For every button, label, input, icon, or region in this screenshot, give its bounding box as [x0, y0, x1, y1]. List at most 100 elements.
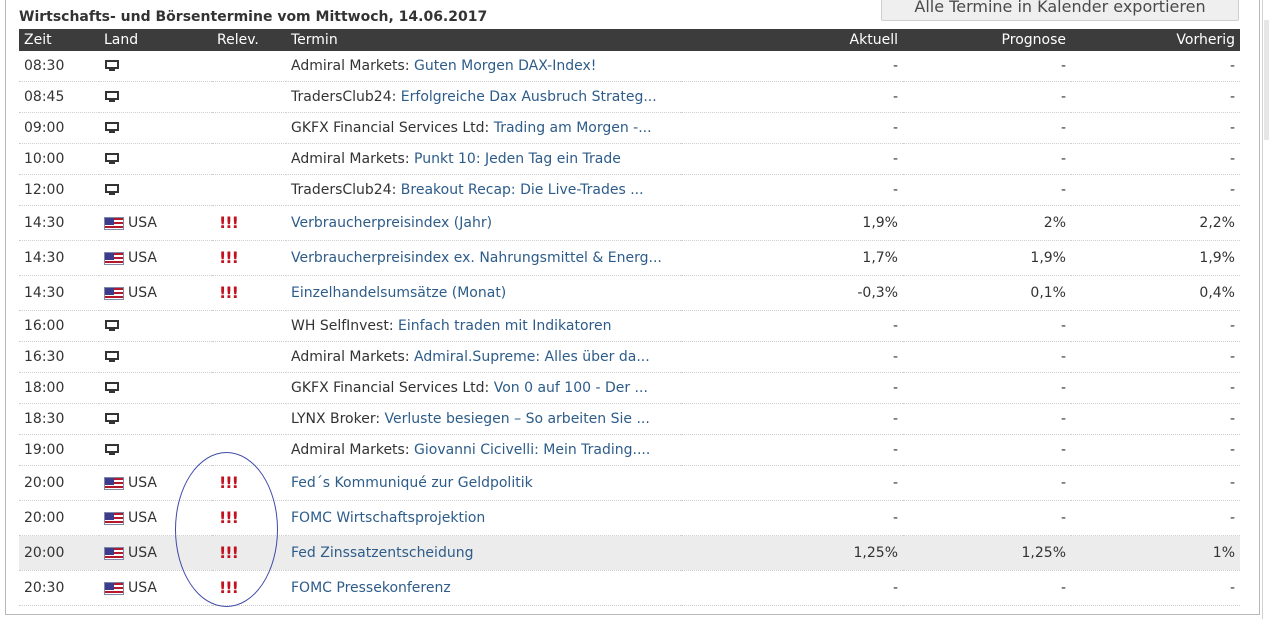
- cell-vorherig: 1%: [1071, 535, 1240, 571]
- event-link[interactable]: Verbraucherpreisindex (Jahr): [291, 215, 493, 231]
- scrollbar[interactable]: [1262, 0, 1270, 619]
- column-header-aktuell[interactable]: Aktuell: [681, 29, 903, 51]
- event-link[interactable]: Einzelhandelsumsätze (Monat): [291, 285, 507, 301]
- table-row[interactable]: 16:30 Admiral Markets: Admiral.Supreme: A…: [19, 341, 1240, 373]
- cell-vorherig: -: [1071, 500, 1240, 536]
- cell-relevance: [212, 143, 286, 175]
- cell-termin: FOMC Wirtschaftsprojektion: [286, 500, 681, 536]
- column-header-vorherig[interactable]: Vorherig: [1071, 29, 1240, 51]
- cell-land: USA: [99, 240, 212, 276]
- event-link[interactable]: Giovanni Cicivelli: Mein Trading....: [414, 442, 651, 458]
- event-link[interactable]: FOMC Wirtschaftsprojektion: [291, 510, 486, 526]
- event-link[interactable]: Verluste besiegen – So arbeiten Sie ...: [384, 411, 650, 427]
- cell-zeit: 09:00: [19, 112, 99, 144]
- cell-relevance: [212, 51, 286, 82]
- event-link[interactable]: Fed Zinssatzentscheidung: [291, 545, 474, 561]
- us-flag-icon: [104, 251, 124, 265]
- column-header-relevance[interactable]: Relev.: [212, 29, 286, 51]
- cell-aktuell: -: [681, 341, 903, 373]
- cell-termin: Fed´s Kommuniqué zur Geldpolitik: [286, 465, 681, 501]
- cell-termin: Fed Zinssatzentscheidung: [286, 535, 681, 571]
- cell-aktuell: -: [681, 143, 903, 175]
- cell-land: [99, 372, 212, 404]
- cell-relevance: !!!: [212, 240, 286, 276]
- computer-icon: [105, 60, 119, 72]
- cell-aktuell: -: [681, 434, 903, 466]
- table-row[interactable]: 20:00 USA!!! Fed´s Kommuniqué zur Geldpoli…: [19, 465, 1240, 501]
- computer-icon: [105, 122, 119, 134]
- cell-prognose: -: [903, 143, 1071, 175]
- table-row[interactable]: 14:30 USA!!! Einzelhandelsumsätze (Monat) -…: [19, 275, 1240, 311]
- relevance-high-icon: !!!: [217, 215, 239, 231]
- cell-zeit: 16:00: [19, 310, 99, 342]
- cell-land: [99, 174, 212, 206]
- cell-prognose: 0,1%: [903, 275, 1071, 311]
- cell-vorherig: -: [1071, 465, 1240, 501]
- computer-icon: [105, 444, 119, 456]
- cell-vorherig: -: [1071, 372, 1240, 404]
- column-header-zeit[interactable]: Zeit: [19, 29, 99, 51]
- cell-zeit: 08:30: [19, 51, 99, 82]
- relevance-marks: !!!: [219, 283, 239, 302]
- column-header-prognose[interactable]: Prognose: [903, 29, 1071, 51]
- event-link[interactable]: Punkt 10: Jeden Tag ein Trade: [414, 151, 621, 167]
- cell-prognose: -: [903, 434, 1071, 466]
- event-link[interactable]: FOMC Pressekonferenz: [291, 580, 451, 596]
- event-link[interactable]: Erfolgreiche Dax Ausbruch Strateg...: [400, 89, 657, 105]
- cell-zeit: 20:00: [19, 535, 99, 571]
- cell-prognose: -: [903, 51, 1071, 82]
- cell-prognose: -: [903, 403, 1071, 435]
- table-row[interactable]: 09:00 GKFX Financial Services Ltd: Tradin…: [19, 112, 1240, 144]
- table-row[interactable]: 12:00 TradersClub24: Breakout Recap: Die …: [19, 174, 1240, 206]
- cell-relevance: [212, 372, 286, 404]
- cell-aktuell: -: [681, 570, 903, 606]
- cell-relevance: !!!: [212, 205, 286, 241]
- event-link[interactable]: Guten Morgen DAX-Index!: [414, 58, 597, 74]
- country-label: USA: [128, 215, 157, 231]
- event-provider: Admiral Markets:: [291, 442, 410, 458]
- event-link[interactable]: Breakout Recap: Die Live-Trades ...: [400, 182, 644, 198]
- cell-termin: Verbraucherpreisindex (Jahr): [286, 205, 681, 241]
- event-link[interactable]: Verbraucherpreisindex ex. Nahrungsmittel…: [291, 250, 662, 266]
- computer-icon: [105, 184, 119, 196]
- cell-prognose: -: [903, 500, 1071, 536]
- event-link[interactable]: Einfach traden mit Indikatoren: [398, 318, 612, 334]
- cell-prognose: -: [903, 81, 1071, 113]
- cell-termin: Verbraucherpreisindex ex. Nahrungsmittel…: [286, 240, 681, 276]
- table-row[interactable]: 19:00 Admiral Markets: Giovanni Cicivelli…: [19, 434, 1240, 466]
- table-row[interactable]: 18:30 LYNX Broker: Verluste besiegen – So…: [19, 403, 1240, 435]
- table-row[interactable]: 08:30 Admiral Markets: Guten Morgen DAX-I…: [19, 51, 1240, 82]
- cell-vorherig: -: [1071, 434, 1240, 466]
- table-row[interactable]: 16:00 WH SelfInvest: Einfach traden mit I…: [19, 310, 1240, 342]
- event-link[interactable]: Von 0 auf 100 - Der ...: [493, 380, 648, 396]
- country-label: USA: [128, 510, 157, 526]
- cell-zeit: 20:00: [19, 500, 99, 536]
- event-link[interactable]: Fed´s Kommuniqué zur Geldpolitik: [291, 475, 533, 491]
- cell-prognose: -: [903, 372, 1071, 404]
- cell-prognose: -: [903, 465, 1071, 501]
- table-row[interactable]: 18:00 GKFX Financial Services Ltd: Von 0 …: [19, 372, 1240, 404]
- cell-aktuell: -: [681, 403, 903, 435]
- country-label: USA: [128, 545, 157, 561]
- us-flag-icon: [104, 286, 124, 300]
- event-link[interactable]: Admiral.Supreme: Alles über da...: [414, 349, 650, 365]
- column-header-termin[interactable]: Termin: [286, 29, 681, 51]
- table-row[interactable]: 14:30 USA!!! Verbraucherpreisindex ex. Nah…: [19, 240, 1240, 276]
- cell-land: [99, 51, 212, 82]
- cell-land: USA: [99, 205, 212, 241]
- export-calendar-button[interactable]: Alle Termine in Kalender exportieren: [881, 0, 1239, 21]
- us-flag-icon: [104, 511, 124, 525]
- table-row[interactable]: 10:00 Admiral Markets: Punkt 10: Jeden Ta…: [19, 143, 1240, 175]
- cell-relevance: !!!: [212, 275, 286, 311]
- country-label: USA: [128, 250, 157, 266]
- cell-relevance: [212, 112, 286, 144]
- scrollbar-thumb[interactable]: [1264, 20, 1269, 140]
- event-link[interactable]: Trading am Morgen -...: [493, 120, 652, 136]
- cell-zeit: 18:30: [19, 403, 99, 435]
- column-header-land[interactable]: Land: [99, 29, 212, 51]
- cell-land: [99, 143, 212, 175]
- table-row[interactable]: 08:45 TradersClub24: Erfolgreiche Dax Aus…: [19, 81, 1240, 113]
- table-row[interactable]: 14:30 USA!!! Verbraucherpreisindex (Jahr) 1…: [19, 205, 1240, 241]
- cell-zeit: 20:30: [19, 570, 99, 606]
- economic-calendar-table: Zeit Land Relev. Termin Aktuell Prognose…: [19, 29, 1240, 606]
